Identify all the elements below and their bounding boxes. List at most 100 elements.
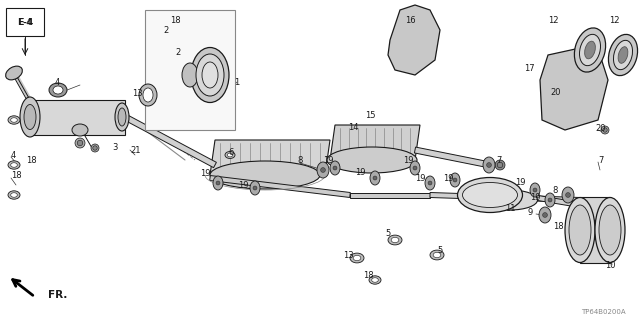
Polygon shape	[210, 140, 330, 175]
Ellipse shape	[182, 63, 198, 87]
Text: 18: 18	[26, 156, 36, 164]
Circle shape	[566, 193, 570, 197]
Ellipse shape	[213, 176, 223, 190]
Ellipse shape	[530, 183, 540, 197]
Text: 5: 5	[385, 228, 390, 237]
Polygon shape	[580, 197, 610, 263]
Circle shape	[373, 176, 377, 180]
Ellipse shape	[609, 34, 637, 76]
Text: 12: 12	[548, 15, 558, 25]
Ellipse shape	[317, 162, 329, 178]
Ellipse shape	[118, 108, 126, 126]
Ellipse shape	[369, 276, 381, 284]
Text: 1: 1	[234, 77, 239, 86]
Ellipse shape	[196, 54, 224, 96]
Ellipse shape	[330, 161, 340, 175]
Ellipse shape	[388, 235, 402, 245]
Text: 4: 4	[55, 77, 60, 86]
Circle shape	[453, 178, 457, 182]
Polygon shape	[330, 125, 420, 160]
Text: 13: 13	[132, 89, 143, 98]
Text: E-4: E-4	[19, 18, 32, 27]
Circle shape	[216, 181, 220, 185]
Ellipse shape	[539, 207, 551, 223]
Polygon shape	[540, 48, 608, 130]
Ellipse shape	[24, 105, 36, 130]
Text: 20: 20	[595, 124, 605, 132]
Bar	[6, 8, 44, 36]
Text: 8: 8	[552, 186, 557, 195]
Text: 17: 17	[524, 63, 535, 73]
Circle shape	[548, 198, 552, 202]
Ellipse shape	[53, 86, 63, 94]
Ellipse shape	[227, 153, 233, 157]
Circle shape	[164, 54, 172, 62]
Polygon shape	[520, 193, 580, 207]
Text: 9: 9	[528, 207, 533, 217]
Circle shape	[495, 160, 505, 170]
Circle shape	[333, 166, 337, 170]
Text: 7: 7	[496, 156, 501, 164]
Circle shape	[556, 91, 564, 99]
Ellipse shape	[584, 41, 595, 59]
Text: 2: 2	[175, 47, 180, 57]
Ellipse shape	[618, 47, 628, 63]
Ellipse shape	[49, 83, 67, 97]
Polygon shape	[28, 100, 125, 135]
Ellipse shape	[11, 193, 17, 197]
Ellipse shape	[353, 255, 361, 260]
Ellipse shape	[391, 237, 399, 243]
Ellipse shape	[370, 171, 380, 185]
Circle shape	[601, 126, 609, 134]
Text: 19: 19	[323, 156, 333, 164]
Ellipse shape	[458, 178, 522, 212]
Text: 10: 10	[605, 260, 615, 269]
Text: 18: 18	[363, 271, 373, 281]
Ellipse shape	[433, 252, 441, 258]
Text: 20: 20	[550, 87, 561, 97]
Ellipse shape	[483, 157, 495, 173]
Ellipse shape	[463, 182, 518, 207]
Ellipse shape	[20, 97, 40, 137]
Circle shape	[93, 146, 97, 150]
Ellipse shape	[139, 84, 157, 106]
Text: 15: 15	[365, 110, 376, 119]
Ellipse shape	[483, 190, 538, 210]
Ellipse shape	[225, 151, 235, 158]
Text: FR.: FR.	[48, 290, 67, 300]
Ellipse shape	[8, 161, 20, 169]
Text: 19: 19	[415, 173, 425, 182]
Bar	[145, 10, 235, 130]
Circle shape	[321, 168, 325, 172]
Ellipse shape	[8, 191, 20, 199]
Ellipse shape	[210, 161, 320, 189]
Ellipse shape	[545, 193, 555, 207]
Ellipse shape	[250, 181, 260, 195]
Ellipse shape	[565, 197, 595, 262]
Text: 19: 19	[403, 156, 413, 164]
Ellipse shape	[569, 205, 591, 255]
Text: 18: 18	[11, 171, 22, 180]
Circle shape	[497, 162, 503, 168]
Text: 6: 6	[228, 148, 234, 156]
Text: 7: 7	[598, 156, 604, 164]
Ellipse shape	[327, 147, 417, 173]
Ellipse shape	[191, 47, 229, 102]
Ellipse shape	[202, 62, 218, 88]
Circle shape	[253, 186, 257, 190]
Text: 14: 14	[348, 123, 358, 132]
Ellipse shape	[410, 161, 420, 175]
Ellipse shape	[430, 250, 444, 260]
Ellipse shape	[72, 124, 88, 136]
Ellipse shape	[11, 118, 17, 122]
Circle shape	[486, 163, 492, 167]
Ellipse shape	[169, 18, 181, 26]
Polygon shape	[415, 147, 491, 168]
Text: 16: 16	[404, 15, 415, 25]
Ellipse shape	[579, 34, 600, 66]
Polygon shape	[210, 175, 350, 197]
Text: 5: 5	[437, 245, 443, 254]
Text: 4: 4	[11, 150, 16, 159]
Circle shape	[166, 56, 170, 60]
Circle shape	[543, 212, 547, 217]
